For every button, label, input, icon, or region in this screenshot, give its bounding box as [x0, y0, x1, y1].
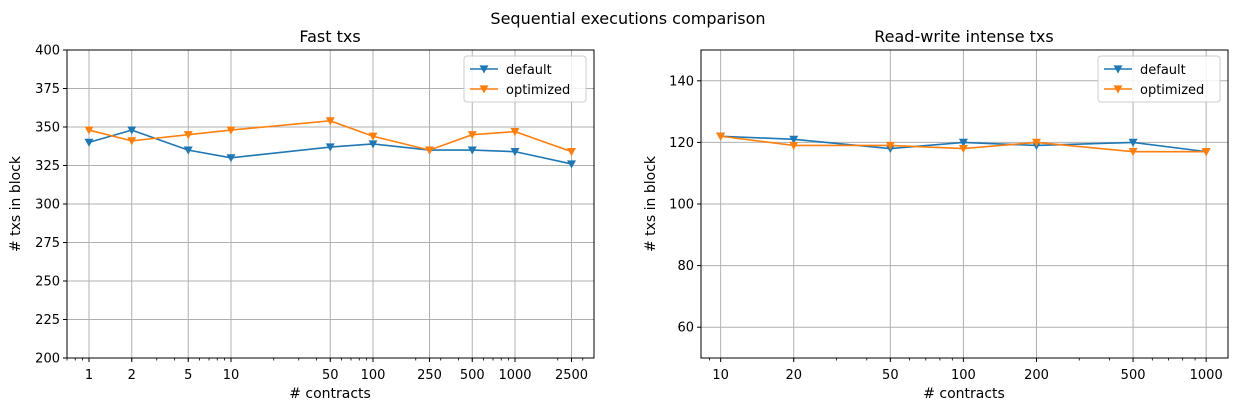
legend: default optimized	[1097, 55, 1221, 103]
x-tick-label: 200	[1024, 368, 1049, 383]
x-tick-label: 10	[223, 368, 240, 383]
x-tick-label: 500	[460, 368, 485, 383]
y-tick-label: 275	[35, 236, 60, 251]
chart-title: Fast txs	[299, 27, 360, 46]
legend-label-optimized: optimized	[506, 83, 570, 98]
data-point-optimized	[885, 141, 895, 150]
data-point-default	[325, 143, 335, 152]
x-tick-label: 50	[882, 368, 899, 383]
data-point-default	[1128, 138, 1138, 147]
legend-marker-default	[1113, 65, 1123, 74]
data-point-default	[226, 154, 236, 163]
data-point-optimized	[716, 132, 726, 141]
x-tick-label: 500	[1121, 368, 1146, 383]
x-tick-label: 2	[128, 368, 136, 383]
data-point-default	[84, 138, 94, 147]
data-point-default	[127, 126, 137, 135]
chart-title: Read-write intense txs	[874, 27, 1053, 46]
x-tick-label: 100	[951, 368, 976, 383]
legend-box	[463, 55, 587, 103]
data-point-optimized	[368, 132, 378, 141]
x-axis-label: # contracts	[289, 386, 371, 402]
data-point-default	[510, 148, 520, 157]
legend-label-optimized: optimized	[1140, 83, 1204, 98]
data-point-optimized	[1201, 148, 1211, 157]
data-point-optimized	[226, 126, 236, 135]
legend-marker-default	[479, 65, 489, 74]
data-point-optimized	[467, 131, 477, 140]
x-tick-label: 1	[85, 368, 93, 383]
y-tick-label: 300	[35, 198, 60, 213]
y-tick-label: 100	[669, 198, 694, 213]
data-point-default	[368, 140, 378, 149]
y-tick-label: 60	[677, 321, 694, 336]
y-tick-label: 200	[35, 352, 60, 367]
data-point-optimized	[510, 128, 520, 137]
x-tick-label: 5	[184, 368, 192, 383]
y-tick-label: 140	[669, 74, 694, 89]
x-axis-label: # contracts	[923, 386, 1005, 402]
y-tick-label: 350	[35, 121, 60, 136]
legend-label-default: default	[1140, 63, 1186, 78]
x-tick-label: 1000	[1190, 368, 1223, 383]
figure-suptitle: Sequential executions comparison	[490, 9, 765, 28]
legend-marker-optimized	[479, 85, 489, 94]
y-tick-label: 120	[669, 136, 694, 151]
data-point-optimized	[1128, 148, 1138, 157]
y-tick-label: 225	[35, 313, 60, 328]
y-tick-label: 325	[35, 159, 60, 174]
data-point-default	[567, 160, 577, 169]
y-tick-label: 400	[35, 44, 60, 59]
data-point-optimized	[84, 126, 94, 135]
y-axis-label: # txs in block	[643, 155, 659, 252]
x-tick-label: 20	[785, 368, 802, 383]
plot-frame	[66, 49, 595, 359]
x-tick-label: 1000	[498, 368, 531, 383]
data-point-default	[183, 146, 193, 155]
data-point-optimized	[958, 144, 968, 154]
x-tick-label: 50	[322, 368, 339, 383]
legend-marker-optimized	[1113, 85, 1123, 94]
y-tick-label: 250	[35, 275, 60, 290]
chart-fast-txs: Fast txs # contracts # txs in block 1 2 5 1…	[8, 27, 595, 402]
data-point-optimized	[325, 117, 335, 126]
x-tick-label: 10	[712, 368, 729, 383]
chart-read-write-intense-txs: Read-write intense txs # contracts # txs…	[643, 27, 1229, 402]
y-tick-label: 375	[35, 82, 60, 97]
legend-box	[1097, 55, 1221, 103]
series-line-default	[88, 129, 572, 165]
data-point-optimized	[425, 146, 435, 155]
data-point-optimized	[1031, 138, 1041, 147]
plot-frame	[700, 49, 1229, 359]
data-point-optimized	[789, 141, 799, 150]
x-tick-label: 2500	[555, 368, 588, 383]
data-point-optimized	[567, 148, 577, 157]
data-point-default	[467, 146, 477, 155]
y-axis-label: # txs in block	[8, 155, 24, 252]
data-point-optimized	[127, 137, 137, 146]
legend: default optimized	[463, 55, 587, 103]
data-point-default	[789, 135, 799, 144]
x-tick-label: 100	[361, 368, 386, 383]
y-tick-label: 80	[677, 259, 694, 274]
x-tick-label: 250	[417, 368, 442, 383]
data-point-default	[958, 138, 968, 147]
series-line-optimized	[88, 120, 572, 153]
data-point-optimized	[183, 131, 193, 140]
legend-label-default: default	[506, 63, 552, 78]
